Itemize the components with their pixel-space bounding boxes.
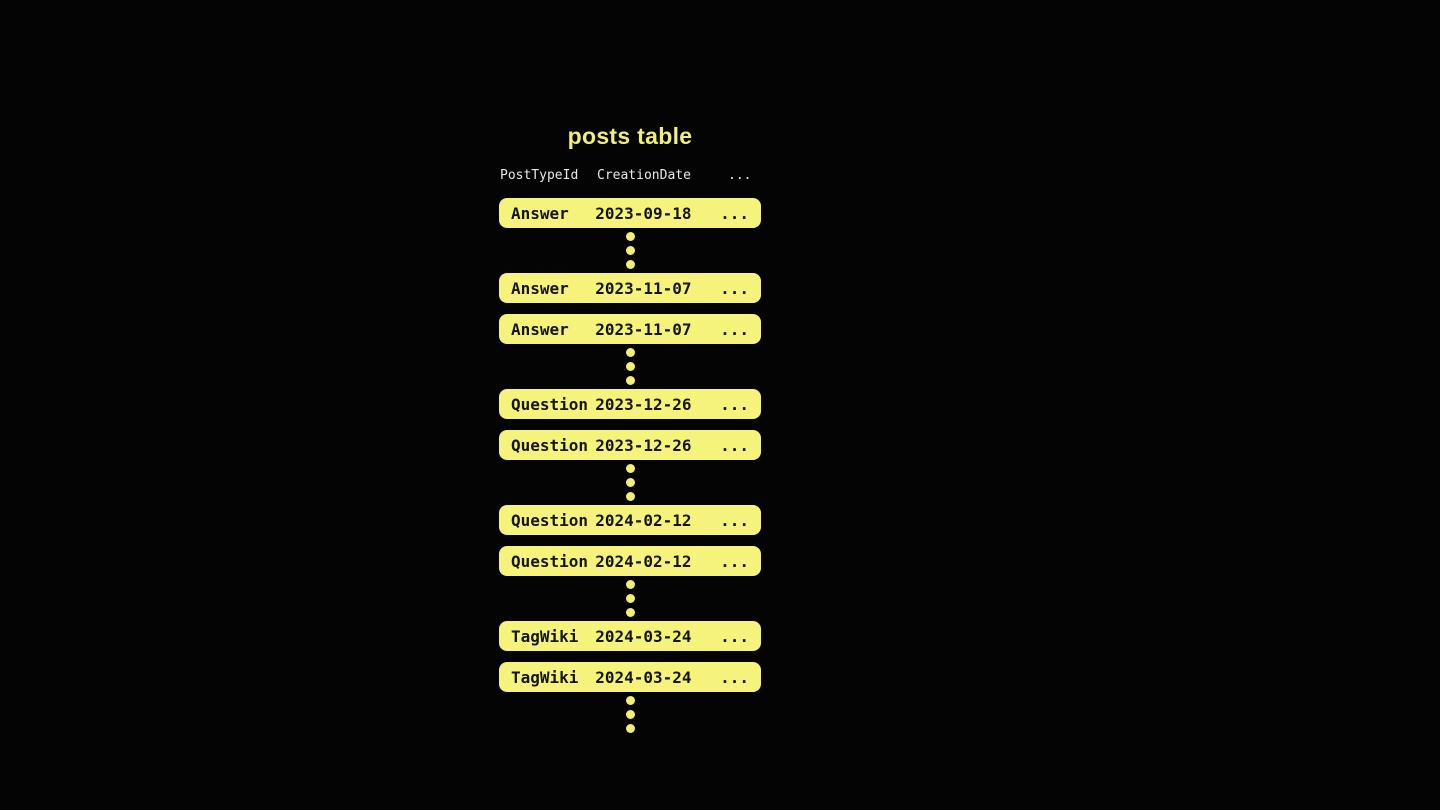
ellipsis-dots: [499, 228, 761, 273]
cell-more: ...: [720, 319, 749, 339]
diagram-title: posts table: [567, 123, 693, 149]
cell-creationdate: 2024-02-12: [595, 510, 692, 530]
ellipsis-dot-icon: [625, 608, 635, 617]
table-row: TagWiki 2024-03-24 ...: [499, 662, 761, 692]
table-row: TagWiki 2024-03-24 ...: [499, 621, 761, 651]
ellipsis-dot-icon: [625, 232, 635, 241]
column-headers: PostTypeId CreationDate ...: [499, 167, 761, 183]
cell-creationdate: 2023-11-07: [595, 319, 692, 339]
cell-more: ...: [720, 394, 749, 414]
table-row: Question 2023-12-26 ...: [499, 430, 761, 460]
ellipsis-dot-icon: [625, 724, 635, 733]
ellipsis-dot-icon: [625, 580, 635, 589]
ellipsis-dot-icon: [625, 464, 635, 473]
ellipsis-dots: [499, 460, 761, 505]
ellipsis-dot-icon: [625, 710, 635, 719]
ellipsis-dot-icon: [625, 348, 635, 357]
cell-more: ...: [720, 667, 749, 687]
ellipsis-dots: [499, 576, 761, 621]
cell-creationdate: 2023-09-18: [595, 203, 692, 223]
ellipsis-dot-icon: [625, 478, 635, 487]
cell-creationdate: 2023-11-07: [595, 278, 692, 298]
cell-more: ...: [720, 551, 749, 571]
cell-posttypeid: Question: [511, 551, 589, 571]
table-row: Answer 2023-11-07 ...: [499, 273, 761, 303]
cell-creationdate: 2023-12-26: [595, 394, 692, 414]
cell-more: ...: [720, 510, 749, 530]
ellipsis-dot-icon: [625, 492, 635, 501]
table-row: Question 2024-02-12 ...: [499, 505, 761, 535]
cell-more: ...: [720, 435, 749, 455]
cell-posttypeid: TagWiki: [511, 626, 579, 646]
cell-posttypeid: Answer: [511, 203, 569, 223]
ellipsis-dots: [499, 344, 761, 389]
ellipsis-dots: [499, 692, 761, 737]
ellipsis-dot-icon: [625, 246, 635, 255]
cell-more: ...: [720, 203, 749, 223]
ellipsis-dot-icon: [625, 260, 635, 269]
cell-posttypeid: TagWiki: [511, 667, 579, 687]
cell-creationdate: 2024-02-12: [595, 551, 692, 571]
ellipsis-dot-icon: [625, 362, 635, 371]
table-row: Answer 2023-11-07 ...: [499, 314, 761, 344]
posts-table-diagram: posts table PostTypeId CreationDate ... …: [499, 123, 761, 737]
cell-more: ...: [720, 626, 749, 646]
cell-creationdate: 2024-03-24: [595, 667, 692, 687]
cell-more: ...: [720, 278, 749, 298]
table-row: Question 2024-02-12 ...: [499, 546, 761, 576]
column-header-more: ...: [728, 167, 752, 183]
cell-creationdate: 2024-03-24: [595, 626, 692, 646]
cell-posttypeid: Question: [511, 510, 589, 530]
cell-posttypeid: Question: [511, 394, 589, 414]
column-header-creationdate: CreationDate: [597, 167, 691, 183]
ellipsis-dot-icon: [625, 696, 635, 705]
cell-posttypeid: Question: [511, 435, 589, 455]
table-row: Question 2023-12-26 ...: [499, 389, 761, 419]
table-row: Answer 2023-09-18 ...: [499, 198, 761, 228]
ellipsis-dot-icon: [625, 376, 635, 385]
cell-creationdate: 2023-12-26: [595, 435, 692, 455]
ellipsis-dot-icon: [625, 594, 635, 603]
column-header-posttypeid: PostTypeId: [500, 167, 579, 183]
cell-posttypeid: Answer: [511, 278, 569, 298]
cell-posttypeid: Answer: [511, 319, 569, 339]
